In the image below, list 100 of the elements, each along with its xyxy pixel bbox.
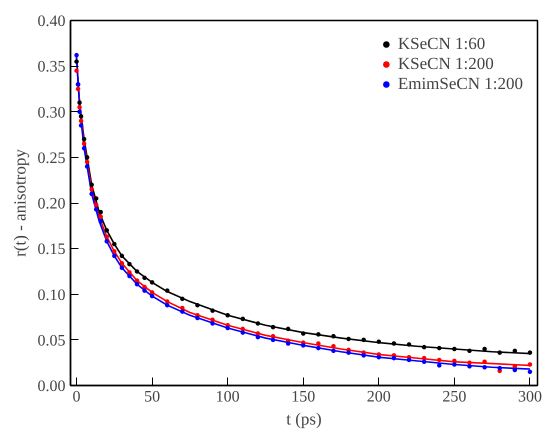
point <box>94 196 98 201</box>
point <box>210 318 215 322</box>
point <box>256 321 260 326</box>
point <box>120 266 124 270</box>
point <box>467 364 472 369</box>
point <box>528 370 532 374</box>
point <box>164 299 170 304</box>
point <box>331 348 336 354</box>
point <box>422 344 426 350</box>
point <box>361 338 366 342</box>
point <box>74 52 79 58</box>
point <box>437 358 442 362</box>
point <box>286 341 290 346</box>
point <box>127 274 132 278</box>
point <box>437 363 442 368</box>
point <box>195 302 200 308</box>
point <box>84 160 90 164</box>
point <box>210 321 215 326</box>
point <box>240 316 246 322</box>
point <box>452 346 457 352</box>
point <box>300 331 306 336</box>
x-tick-label: 200 <box>366 388 391 406</box>
point <box>528 350 532 355</box>
point <box>112 249 117 254</box>
point <box>77 100 82 105</box>
point <box>210 308 215 313</box>
point <box>240 330 246 335</box>
point <box>150 290 154 295</box>
point <box>406 358 412 362</box>
point <box>120 254 124 258</box>
point <box>94 202 98 208</box>
point <box>180 306 185 310</box>
point <box>225 312 230 318</box>
point <box>112 254 117 258</box>
point <box>134 278 140 283</box>
point <box>76 86 80 92</box>
point <box>74 68 79 73</box>
point <box>316 332 321 337</box>
point <box>98 210 103 214</box>
point <box>316 341 321 346</box>
legend-label: KSeCN 1:60 <box>398 34 486 54</box>
point <box>270 334 276 338</box>
point <box>78 123 84 128</box>
x-tick-label: 150 <box>291 388 316 406</box>
point <box>497 366 502 370</box>
point <box>346 350 351 355</box>
point <box>467 348 472 354</box>
point <box>270 338 276 342</box>
point <box>346 336 351 342</box>
point <box>127 270 132 275</box>
point <box>512 368 518 372</box>
point <box>256 331 260 336</box>
point <box>89 182 94 187</box>
point <box>84 155 90 160</box>
y-tick-label: 0.00 <box>38 378 66 395</box>
point <box>392 356 396 360</box>
point <box>331 334 336 338</box>
point <box>452 362 457 367</box>
point <box>82 146 86 150</box>
x-tick-label: 50 <box>144 388 160 406</box>
legend-label: KSeCN 1:200 <box>398 54 494 74</box>
y-tick-label: 0.15 <box>38 241 66 258</box>
point <box>98 214 103 219</box>
y-tick-label: 0.40 <box>38 13 66 30</box>
x-tick-label: 250 <box>442 388 466 406</box>
x-tick-label: 300 <box>518 388 542 406</box>
point <box>422 356 426 360</box>
point <box>120 260 124 266</box>
point <box>331 344 336 349</box>
point <box>406 342 412 347</box>
point <box>142 288 147 293</box>
point <box>180 296 185 302</box>
point <box>82 141 86 146</box>
point <box>150 294 154 298</box>
point <box>256 334 260 340</box>
point <box>528 362 532 367</box>
y-tick-label: 0.10 <box>38 286 66 304</box>
y-tick-label: 0.05 <box>38 332 66 350</box>
y-tick-label: 0.20 <box>38 196 66 212</box>
point <box>77 110 82 114</box>
point <box>225 326 230 330</box>
point <box>89 192 94 196</box>
point <box>82 136 86 142</box>
x-tick-label: 100 <box>216 388 240 406</box>
point <box>376 339 382 344</box>
point <box>98 219 103 224</box>
point <box>74 59 79 64</box>
point <box>361 353 366 358</box>
point <box>78 118 84 124</box>
point <box>437 346 442 350</box>
y-axis-title: r(t) - anisotropy <box>10 148 30 257</box>
point <box>286 326 290 332</box>
y-tick-label: 0.25 <box>38 150 66 167</box>
point <box>142 276 147 280</box>
legend-label: EmimSeCN 1:200 <box>398 74 523 94</box>
point <box>164 302 170 308</box>
point <box>195 316 200 320</box>
x-axis-title: t (ps) <box>286 410 322 428</box>
point <box>300 343 306 348</box>
point <box>482 346 487 352</box>
